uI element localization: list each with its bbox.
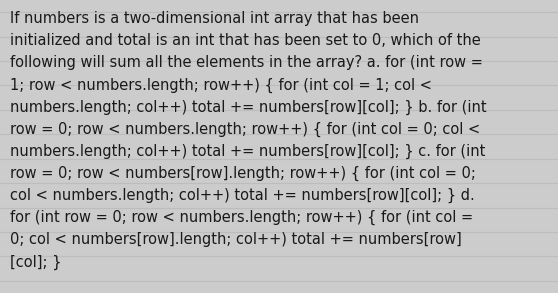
Text: [col]; }: [col]; } [10,254,61,270]
Text: following will sum all the elements in the array? a. for (int row =: following will sum all the elements in t… [10,55,483,70]
Text: numbers.length; col++) total += numbers[row][col]; } b. for (int: numbers.length; col++) total += numbers[… [10,100,487,115]
Text: If numbers is a two-dimensional int array that has been: If numbers is a two-dimensional int arra… [10,11,419,26]
Text: for (int row = 0; row < numbers.length; row++) { for (int col =: for (int row = 0; row < numbers.length; … [10,210,473,225]
Text: 1; row < numbers.length; row++) { for (int col = 1; col <: 1; row < numbers.length; row++) { for (i… [10,77,432,93]
Text: 0; col < numbers[row].length; col++) total += numbers[row]: 0; col < numbers[row].length; col++) tot… [10,232,462,247]
Text: numbers.length; col++) total += numbers[row][col]; } c. for (int: numbers.length; col++) total += numbers[… [10,144,485,159]
Text: row = 0; row < numbers[row].length; row++) { for (int col = 0;: row = 0; row < numbers[row].length; row+… [10,166,476,181]
Text: col < numbers.length; col++) total += numbers[row][col]; } d.: col < numbers.length; col++) total += nu… [10,188,475,203]
Text: initialized and total is an int that has been set to 0, which of the: initialized and total is an int that has… [10,33,481,48]
Text: row = 0; row < numbers.length; row++) { for (int col = 0; col <: row = 0; row < numbers.length; row++) { … [10,122,480,137]
